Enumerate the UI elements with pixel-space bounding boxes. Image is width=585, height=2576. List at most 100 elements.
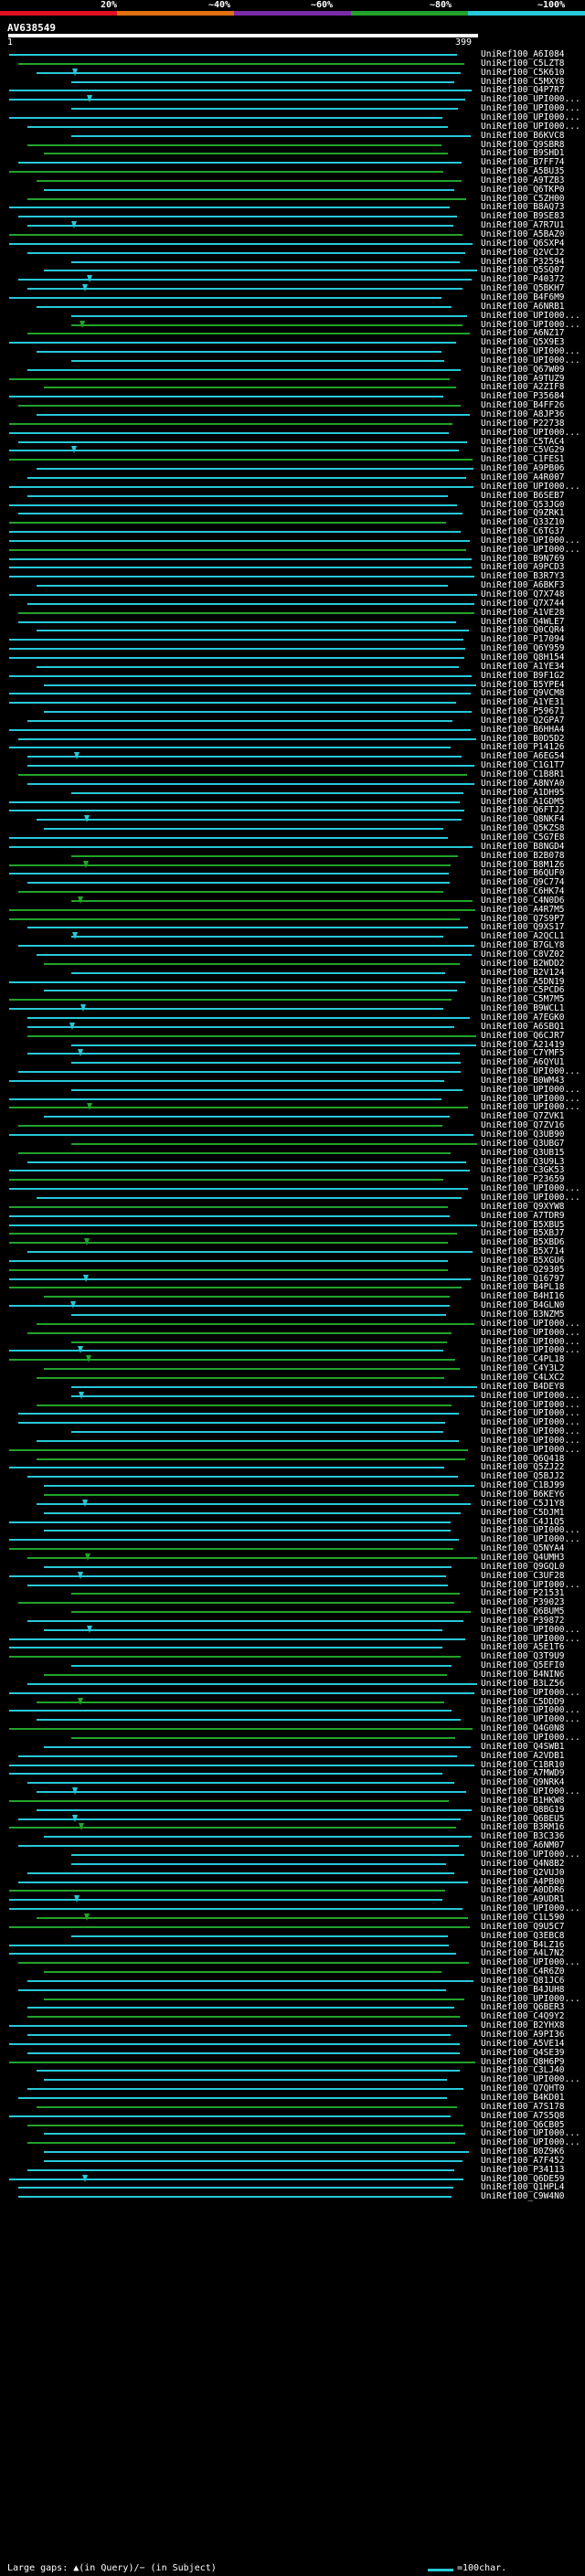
hit-accession-label[interactable]: UniRef100_C4PL18 bbox=[481, 1354, 565, 1365]
hit-row[interactable]: UniRef100_B3R7Y3 bbox=[0, 571, 585, 582]
hit-row[interactable]: UniRef100_B0D5D2 bbox=[0, 734, 585, 745]
hit-row[interactable]: UniRef100_Q4P7R7 bbox=[0, 85, 585, 96]
hit-accession-label[interactable]: UniRef100_B5XBD6 bbox=[481, 1237, 565, 1248]
hit-row[interactable]: UniRef100_Q5KZS8 bbox=[0, 823, 585, 834]
hit-row[interactable]: UniRef100_UPI000... bbox=[0, 1183, 585, 1194]
hit-accession-label[interactable]: UniRef100_B5XBU5 bbox=[481, 1219, 565, 1230]
hit-row[interactable]: UniRef100_Q5EFI0 bbox=[0, 1660, 585, 1671]
hit-row[interactable]: UniRef100_B7GLY8 bbox=[0, 940, 585, 951]
hit-row[interactable]: UniRef100_Q5BJJ2 bbox=[0, 1471, 585, 1482]
hit-row[interactable]: UniRef100_Q6CB05 bbox=[0, 2120, 585, 2131]
hit-accession-label[interactable]: UniRef100_A6NZ17 bbox=[481, 328, 565, 339]
hit-accession-label[interactable]: UniRef100_B1HKW8 bbox=[481, 1795, 565, 1806]
hit-accession-label[interactable]: UniRef100_B4LZ16 bbox=[481, 1939, 565, 1950]
hit-row[interactable]: UniRef100_P32594 bbox=[0, 257, 585, 268]
hit-row[interactable]: UniRef100_UPI000... bbox=[0, 1634, 585, 1645]
hit-row[interactable]: UniRef100_B8NGD4 bbox=[0, 842, 585, 853]
hit-row[interactable]: UniRef100_Q7ZV16 bbox=[0, 1120, 585, 1131]
hit-accession-label[interactable]: UniRef100_B4NIN6 bbox=[481, 1670, 565, 1680]
hit-accession-label[interactable]: UniRef100_B4GLN0 bbox=[481, 1300, 565, 1311]
hit-accession-label[interactable]: UniRef100_Q9ZRK1 bbox=[481, 508, 565, 519]
hit-row[interactable]: UniRef100_B0Z9K6 bbox=[0, 2147, 585, 2157]
hit-accession-label[interactable]: UniRef100_C8VZ02 bbox=[481, 949, 565, 959]
hit-row[interactable]: UniRef100_B9F1G2 bbox=[0, 671, 585, 682]
hit-accession-label[interactable]: UniRef100_Q33Z10 bbox=[481, 517, 565, 528]
hit-row[interactable]: UniRef100_A9PB06 bbox=[0, 463, 585, 474]
hit-row[interactable]: UniRef100_UPI000... bbox=[0, 428, 585, 439]
hit-row[interactable]: UniRef100_UPI000... bbox=[0, 122, 585, 133]
hit-row[interactable]: UniRef100_Q5BKH7 bbox=[0, 283, 585, 294]
hit-accession-label[interactable]: UniRef100_UPI000... bbox=[481, 1850, 580, 1860]
hit-accession-label[interactable]: UniRef100_Q5NYA4 bbox=[481, 1543, 565, 1554]
hit-accession-label[interactable]: UniRef100_Q5BKH7 bbox=[481, 283, 565, 294]
hit-row[interactable]: UniRef100_B3RM16 bbox=[0, 1822, 585, 1833]
hit-row[interactable]: UniRef100_Q7X744 bbox=[0, 599, 585, 610]
hit-row[interactable]: UniRef100_UPI000... bbox=[0, 1345, 585, 1356]
hit-row[interactable]: UniRef100_P39023 bbox=[0, 1597, 585, 1608]
hit-row[interactable]: UniRef100_Q9ZRK1 bbox=[0, 508, 585, 519]
hit-accession-label[interactable]: UniRef100_B8NGD4 bbox=[481, 841, 565, 852]
hit-accession-label[interactable]: UniRef100_C4Y3L2 bbox=[481, 1363, 565, 1374]
hit-row[interactable]: UniRef100_B9N769 bbox=[0, 554, 585, 565]
hit-accession-label[interactable]: UniRef100_B9SHD1 bbox=[481, 148, 565, 159]
hit-row[interactable]: UniRef100_B2YHX8 bbox=[0, 2020, 585, 2031]
hit-accession-label[interactable]: UniRef100_B9WCL1 bbox=[481, 1003, 565, 1014]
hit-accession-label[interactable]: UniRef100_P39872 bbox=[481, 1615, 565, 1626]
hit-row[interactable]: UniRef100_C3LJ40 bbox=[0, 2065, 585, 2076]
hit-row[interactable]: UniRef100_Q0CQR4 bbox=[0, 625, 585, 636]
hit-accession-label[interactable]: UniRef100_UPI000... bbox=[481, 1525, 580, 1536]
hit-row[interactable]: UniRef100_UPI000... bbox=[0, 355, 585, 366]
hit-row[interactable]: UniRef100_A8NYA0 bbox=[0, 779, 585, 790]
hit-accession-label[interactable]: UniRef100_UPI000... bbox=[481, 1417, 580, 1428]
hit-accession-label[interactable]: UniRef100_Q8H6P9 bbox=[481, 2056, 565, 2067]
hit-row[interactable]: UniRef100_B4PL18 bbox=[0, 1282, 585, 1293]
hit-accession-label[interactable]: UniRef100_P32594 bbox=[481, 256, 565, 267]
hit-row[interactable]: UniRef100_Q3U9L3 bbox=[0, 1157, 585, 1168]
hit-row[interactable]: UniRef100_Q6CJR7 bbox=[0, 1031, 585, 1042]
hit-row[interactable]: UniRef100_A4R7M5 bbox=[0, 905, 585, 916]
hit-accession-label[interactable]: UniRef100_Q81JC6 bbox=[481, 1975, 565, 1986]
hit-accession-label[interactable]: UniRef100_UPI000... bbox=[481, 535, 580, 546]
hit-accession-label[interactable]: UniRef100_UPI000... bbox=[481, 481, 580, 492]
hit-row[interactable]: UniRef100_C1FES1 bbox=[0, 454, 585, 465]
hit-row[interactable]: UniRef100_A1YE34 bbox=[0, 662, 585, 673]
hit-row[interactable]: UniRef100_P40372 bbox=[0, 274, 585, 285]
hit-row[interactable]: UniRef100_C8VZ02 bbox=[0, 949, 585, 960]
hit-row[interactable]: UniRef100_B2WDD2 bbox=[0, 959, 585, 970]
hit-accession-label[interactable]: UniRef100_UPI000... bbox=[481, 1687, 580, 1698]
hit-row[interactable]: UniRef100_Q2GPA7 bbox=[0, 716, 585, 726]
hit-row[interactable]: UniRef100_UPI000... bbox=[0, 1337, 585, 1348]
hit-row[interactable]: UniRef100_Q3T9U9 bbox=[0, 1651, 585, 1662]
hit-row[interactable]: UniRef100_B5XBJ7 bbox=[0, 1228, 585, 1239]
hit-accession-label[interactable]: UniRef100_C4J1Q5 bbox=[481, 1516, 565, 1527]
hit-row[interactable]: UniRef100_Q6SXP4 bbox=[0, 239, 585, 249]
hit-accession-label[interactable]: UniRef100_B4JUH8 bbox=[481, 1984, 565, 1995]
hit-row[interactable]: UniRef100_Q6BER3 bbox=[0, 2002, 585, 2013]
hit-row[interactable]: UniRef100_B0WM43 bbox=[0, 1076, 585, 1087]
hit-accession-label[interactable]: UniRef100_UPI000... bbox=[481, 94, 580, 105]
hit-row[interactable]: UniRef100_A5BU35 bbox=[0, 166, 585, 177]
hit-accession-label[interactable]: UniRef100_C4R6Z0 bbox=[481, 1966, 565, 1977]
hit-row[interactable]: UniRef100_Q4WLE7 bbox=[0, 617, 585, 628]
hit-accession-label[interactable]: UniRef100_Q6TKP0 bbox=[481, 184, 565, 195]
hit-row[interactable]: UniRef100_B4KD01 bbox=[0, 2093, 585, 2104]
hit-row[interactable]: UniRef100_Q6BEU5 bbox=[0, 1814, 585, 1825]
hit-accession-label[interactable]: UniRef100_B3LZ56 bbox=[481, 1678, 565, 1689]
hit-row[interactable]: UniRef100_A6SBQ1 bbox=[0, 1022, 585, 1033]
hit-row[interactable]: UniRef100_A9PCD3 bbox=[0, 562, 585, 573]
hit-row[interactable]: UniRef100_UPI000... bbox=[0, 1436, 585, 1447]
hit-row[interactable]: UniRef100_Q29305 bbox=[0, 1265, 585, 1276]
hit-row[interactable]: UniRef100_UPI000... bbox=[0, 1850, 585, 1860]
hit-accession-label[interactable]: UniRef100_Q53JG0 bbox=[481, 499, 565, 510]
hit-row[interactable]: UniRef100_B6KVC8 bbox=[0, 131, 585, 142]
hit-accession-label[interactable]: UniRef100_Q4WLE7 bbox=[481, 616, 565, 627]
hit-row[interactable]: UniRef100_Q9NRK4 bbox=[0, 1777, 585, 1788]
hit-row[interactable]: UniRef100_A6NZ17 bbox=[0, 328, 585, 339]
hit-accession-label[interactable]: UniRef100_Q7X744 bbox=[481, 598, 565, 609]
hit-row[interactable]: UniRef100_P34113 bbox=[0, 2165, 585, 2176]
hit-row[interactable]: UniRef100_UPI000... bbox=[0, 1094, 585, 1105]
hit-accession-label[interactable]: UniRef100_C9W4N0 bbox=[481, 2191, 565, 2202]
hit-row[interactable]: UniRef100_Q3EBC8 bbox=[0, 1931, 585, 1942]
hit-accession-label[interactable]: UniRef100_C4Q9Y2 bbox=[481, 2011, 565, 2022]
hit-row[interactable]: UniRef100_A9UDR1 bbox=[0, 1894, 585, 1905]
